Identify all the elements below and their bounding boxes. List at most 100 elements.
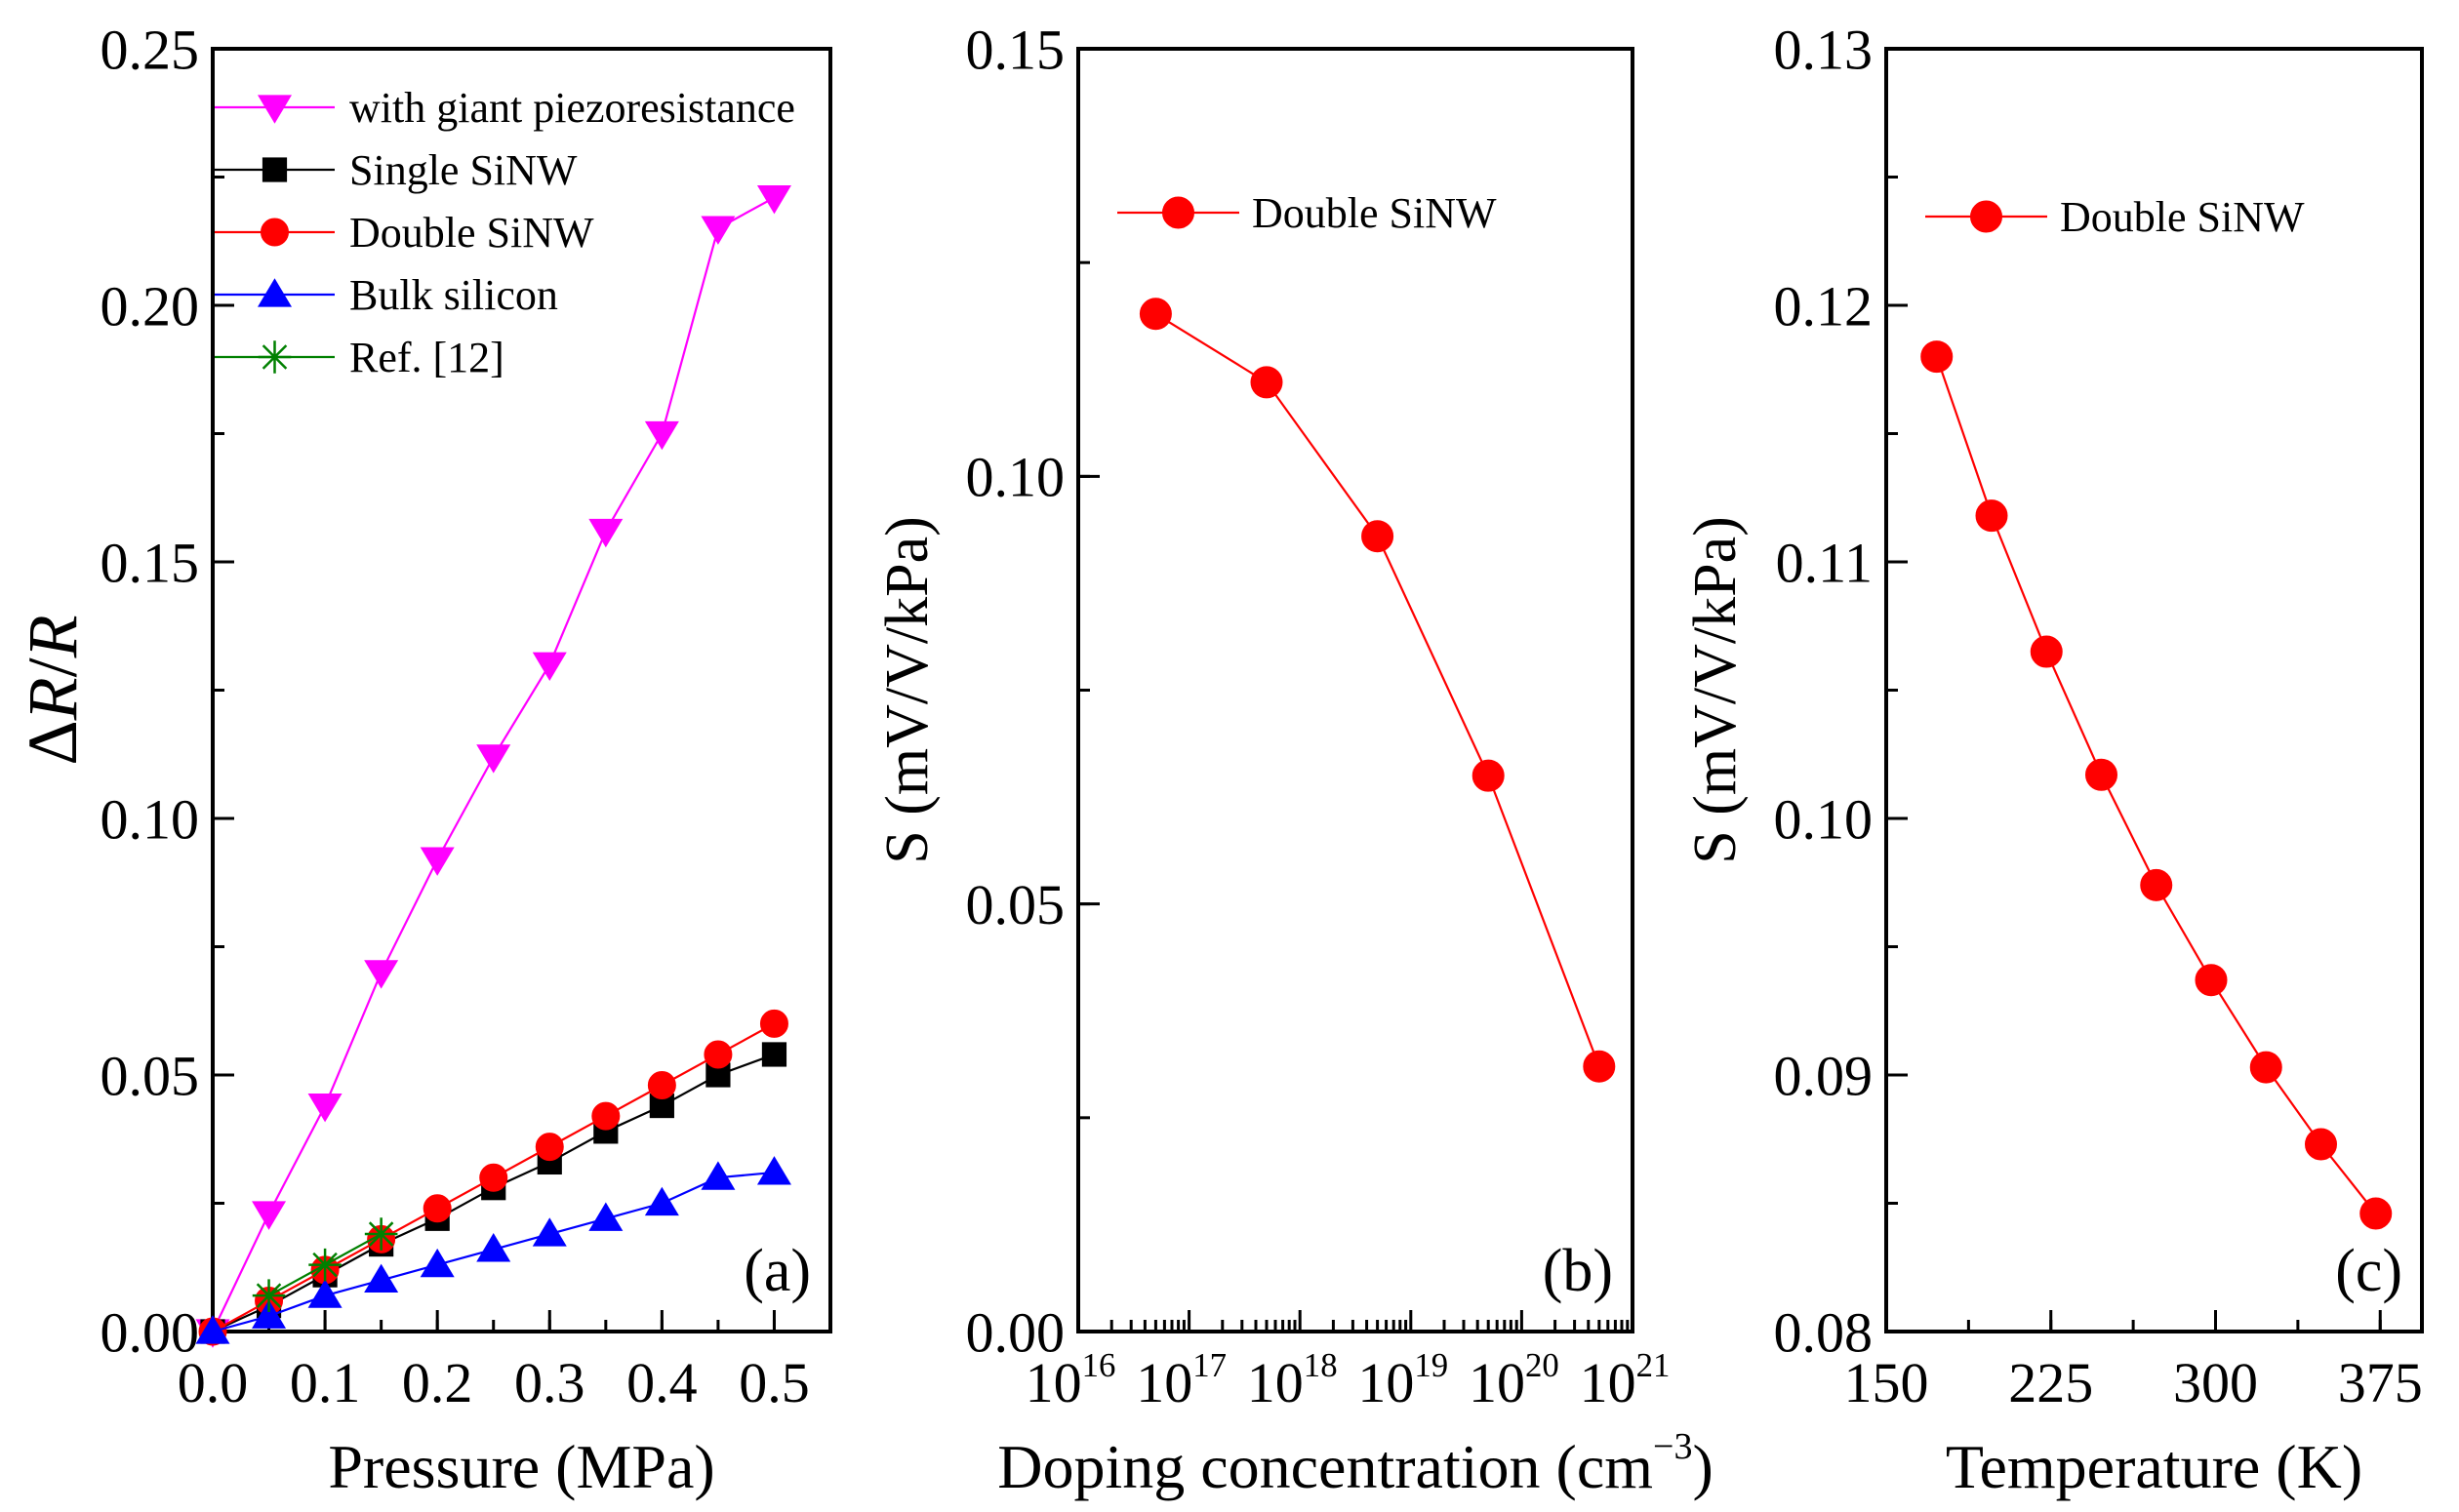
legend-item: with giant piezoresistance xyxy=(215,84,795,132)
legend-marker xyxy=(1970,200,2002,233)
data-point xyxy=(701,216,736,245)
panel-c: 0.08 0.09 0.10 0.11 0.12 0.13 150 225 300 375 Temp… xyxy=(1682,18,2424,1501)
legend-label: Double SiNW xyxy=(1252,189,1497,237)
data-point xyxy=(1250,366,1283,399)
x-tick-label: 225 xyxy=(2008,1351,2093,1414)
legend-label: Double SiNW xyxy=(2060,193,2305,241)
y-tick-label: 0.10 xyxy=(966,446,1066,509)
x-tick-label: 1021 xyxy=(1580,1346,1671,1414)
data-point xyxy=(2305,1128,2337,1161)
data-point xyxy=(761,1042,787,1067)
data-point xyxy=(756,1156,791,1185)
data-point xyxy=(1471,759,1505,792)
legend-marker xyxy=(258,340,292,374)
x-tick-base: 10 xyxy=(1357,1351,1414,1414)
y-tick-label: 0.25 xyxy=(101,18,200,81)
x-axis-label: Temperature (K) xyxy=(1946,1432,2362,1501)
data-point xyxy=(420,1248,455,1278)
legend-item: Single SiNW xyxy=(215,146,578,194)
legend-label: Ref. [12] xyxy=(349,334,504,381)
data-point xyxy=(307,1279,343,1308)
y-axis-label-char: R xyxy=(14,615,92,658)
panel-label: (c) xyxy=(2335,1238,2402,1304)
y-axis-label: S (mV/V/kPa) xyxy=(1682,516,1749,864)
y-axis-label: S (mV/V/kPa) xyxy=(874,516,941,864)
x-axis-label-text: Pressure (MPa) xyxy=(328,1432,714,1501)
legend-item: Bulk silicon xyxy=(215,271,558,319)
legend-label: Single SiNW xyxy=(349,146,578,194)
series-double-sinw xyxy=(1920,340,2393,1230)
legend-label: Double SiNW xyxy=(349,209,594,257)
data-point xyxy=(1583,1050,1616,1083)
data-point xyxy=(476,744,511,774)
series-line xyxy=(1154,312,1600,1067)
legend-marker xyxy=(258,278,292,307)
data-point xyxy=(2140,868,2173,901)
data-point xyxy=(704,1040,733,1069)
y-tick-label: 0.05 xyxy=(966,873,1066,936)
data-point xyxy=(252,1299,287,1329)
y-tick-label: 0.08 xyxy=(1774,1300,1874,1364)
y-tick-label: 0.10 xyxy=(1774,787,1874,851)
legend-marker xyxy=(1162,196,1194,229)
legend: Double SiNW xyxy=(1117,189,1497,237)
data-point xyxy=(644,1186,679,1216)
x-tick-base: 10 xyxy=(1247,1351,1304,1414)
y-axis-label-char: R xyxy=(14,677,92,721)
data-point xyxy=(532,652,567,681)
data-point xyxy=(423,1194,452,1223)
data-point xyxy=(1139,298,1172,331)
y-tick-label: 0.11 xyxy=(1776,531,1873,594)
data-point xyxy=(2085,758,2117,791)
y-tick-label: 0.15 xyxy=(966,18,1066,81)
x-tick-exponent: 21 xyxy=(1636,1346,1671,1384)
data-point xyxy=(1975,499,2008,533)
legend-label: Bulk silicon xyxy=(349,271,558,319)
data-point xyxy=(1361,520,1394,553)
x-tick-exponent: 17 xyxy=(1192,1346,1227,1384)
x-tick-label: 0.2 xyxy=(402,1351,473,1414)
x-tick-base: 10 xyxy=(1469,1351,1525,1414)
y-tick-label: 0.05 xyxy=(101,1044,200,1107)
y-tick-label: 0.13 xyxy=(1774,18,1874,81)
panel-label: (b) xyxy=(1543,1238,1613,1304)
y-axis-label-char: Δ xyxy=(14,720,92,765)
x-tick-label: 1018 xyxy=(1247,1346,1338,1414)
data-point xyxy=(2249,1051,2282,1084)
data-point xyxy=(308,1248,342,1282)
series-single-sinw xyxy=(200,1042,787,1344)
data-point xyxy=(420,847,455,876)
x-tick-label: 0.3 xyxy=(514,1351,585,1414)
x-tick-label: 150 xyxy=(1844,1351,1929,1414)
data-point xyxy=(1920,340,1954,374)
x-tick-label: 0.0 xyxy=(178,1351,249,1414)
panel-label: (a) xyxy=(744,1238,811,1304)
data-point xyxy=(2195,964,2228,997)
data-point xyxy=(591,1101,621,1131)
data-point xyxy=(364,1217,398,1251)
data-point xyxy=(307,1093,343,1123)
x-tick-exponent: 18 xyxy=(1304,1346,1338,1384)
series-line xyxy=(1935,356,2377,1214)
x-tick-exponent: 20 xyxy=(1525,1346,1559,1384)
y-axis-label: ΔR/R xyxy=(14,615,92,765)
legend-marker xyxy=(258,95,292,124)
data-point xyxy=(535,1133,564,1162)
data-point xyxy=(364,1263,399,1293)
y-tick-label: 0.10 xyxy=(101,787,200,851)
x-tick-label: 0.1 xyxy=(290,1351,361,1414)
data-point xyxy=(479,1163,508,1192)
data-point xyxy=(588,518,624,548)
x-tick-label: 1017 xyxy=(1136,1346,1227,1414)
y-tick-label: 0.15 xyxy=(101,531,200,594)
x-tick-label: 300 xyxy=(2173,1351,2258,1414)
series-bulk-silicon xyxy=(195,1156,791,1344)
data-point xyxy=(2359,1197,2393,1230)
x-axis-label: Pressure (MPa) xyxy=(328,1432,714,1501)
x-tick-label: 0.4 xyxy=(626,1351,698,1414)
x-tick-label: 0.5 xyxy=(739,1351,810,1414)
legend-item: Double SiNW xyxy=(1925,193,2305,241)
x-axis-label-sup: −3 xyxy=(1653,1426,1692,1467)
